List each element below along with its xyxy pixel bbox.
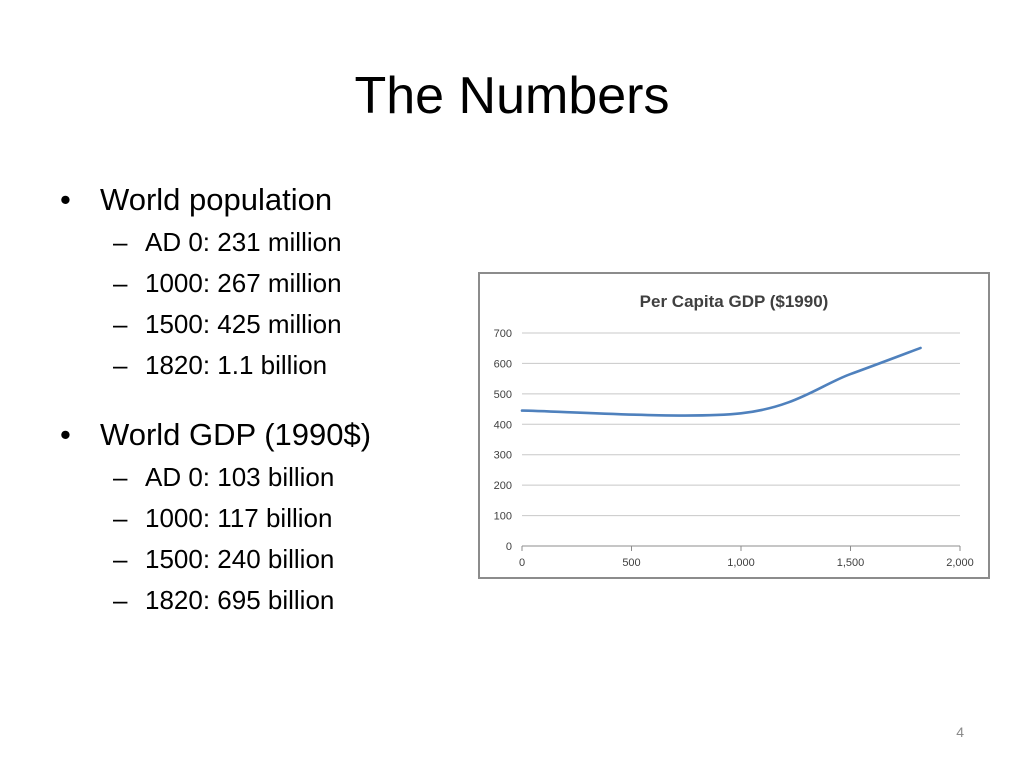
y-tick-label: 500 (494, 389, 512, 401)
dash-mark: – (113, 309, 128, 339)
page-number: 4 (956, 724, 964, 740)
bullet-world-gdp: • World GDP (1990$) – AD 0: 103 billion … (60, 413, 480, 621)
y-tick-label: 0 (506, 541, 512, 553)
sub-item-text: 1820: 695 billion (145, 585, 335, 615)
dash-mark: – (113, 268, 128, 298)
dash-mark: – (113, 503, 128, 533)
bullet-text: World population (100, 182, 333, 217)
sub-item: – 1820: 1.1 billion (60, 345, 480, 386)
sub-list-population: – AD 0: 231 million – 1000: 267 million … (60, 222, 480, 386)
sub-item-text: 1000: 117 billion (145, 503, 333, 533)
bullet-world-population: • World population – AD 0: 231 million –… (60, 178, 480, 386)
sub-item: – 1000: 267 million (60, 263, 480, 304)
sub-item: – AD 0: 103 billion (60, 457, 480, 498)
x-tick-label: 0 (519, 557, 525, 569)
x-tick-label: 1,500 (837, 557, 865, 569)
x-tick-label: 1,000 (727, 557, 755, 569)
slide-title: The Numbers (354, 67, 670, 125)
sub-item: – 1500: 425 million (60, 304, 480, 345)
y-tick-label: 300 (494, 450, 512, 462)
per-capita-gdp-chart: Per Capita GDP ($1990) 0 100 200 300 400 500 60… (478, 272, 990, 579)
sub-item-text: 1820: 1.1 billion (145, 350, 328, 380)
dash-mark: – (113, 462, 128, 492)
bullet-list: • World population – AD 0: 231 million –… (60, 178, 480, 621)
y-tick-label: 200 (494, 480, 512, 492)
dash-mark: – (113, 544, 128, 574)
sub-item-text: AD 0: 103 billion (145, 462, 335, 492)
chart-title: Per Capita GDP ($1990) (640, 292, 829, 311)
dash-mark: – (113, 585, 128, 615)
sub-item-text: 1500: 425 million (145, 309, 342, 339)
series-line-per-capita-gdp (520, 346, 922, 417)
y-tick-label: 400 (494, 419, 512, 431)
y-tick-label: 600 (494, 358, 512, 370)
sub-item-text: 1500: 240 billion (145, 544, 335, 574)
sub-item-text: AD 0: 231 million (145, 227, 342, 257)
sub-item: – 1820: 695 billion (60, 580, 480, 621)
dash-mark: – (113, 227, 128, 257)
y-tick-label: 700 (494, 328, 512, 340)
sub-item: – 1500: 240 billion (60, 539, 480, 580)
bullet-text: World GDP (1990$) (100, 417, 372, 452)
sub-list-gdp: – AD 0: 103 billion – 1000: 117 billion … (60, 457, 480, 621)
bullet-line: • World population (60, 178, 480, 222)
x-tick-label: 2,000 (946, 557, 974, 569)
sub-item: – AD 0: 231 million (60, 222, 480, 263)
bullet-line: • World GDP (1990$) (60, 413, 480, 457)
dash-mark: – (113, 350, 128, 380)
chart-canvas: Per Capita GDP ($1990) 0 100 200 300 400 500 60… (494, 292, 974, 569)
y-tick-label: 100 (494, 511, 512, 523)
sub-item: – 1000: 117 billion (60, 498, 480, 539)
bullet-mark: • (60, 417, 71, 452)
bullet-mark: • (60, 182, 71, 217)
sub-item-text: 1000: 267 million (145, 268, 342, 298)
x-tick-label: 500 (622, 557, 640, 569)
